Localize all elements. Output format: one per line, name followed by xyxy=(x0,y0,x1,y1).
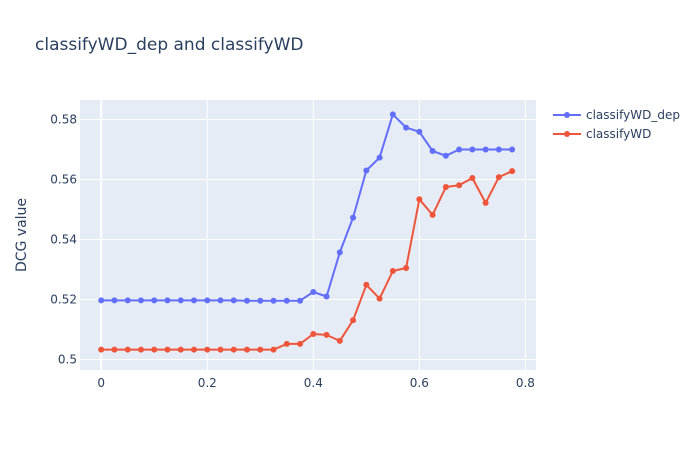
data-point xyxy=(124,297,131,304)
data-point xyxy=(442,184,449,190)
data-point xyxy=(323,331,330,338)
data-point xyxy=(217,297,224,304)
data-point xyxy=(376,154,383,161)
data-point xyxy=(336,249,343,256)
data-point xyxy=(350,214,357,221)
data-point xyxy=(151,346,158,353)
x-axis-ticks: 0 0.2 0.4 0.6 0.8 xyxy=(97,376,535,390)
data-point xyxy=(137,297,144,304)
data-point xyxy=(111,346,118,353)
x-tick-label: 0.8 xyxy=(516,376,535,390)
data-point xyxy=(283,297,290,304)
data-point xyxy=(442,152,449,159)
data-point xyxy=(257,346,264,353)
data-point xyxy=(416,128,423,135)
data-point xyxy=(389,111,396,118)
y-tick-label: 0.54 xyxy=(50,233,77,247)
data-point xyxy=(230,346,237,353)
data-point xyxy=(151,297,158,304)
data-point xyxy=(363,167,370,174)
data-point xyxy=(350,317,357,324)
y-tick-label: 0.58 xyxy=(50,113,77,127)
data-point xyxy=(244,346,251,353)
data-point xyxy=(495,174,502,181)
y-axis-ticks: 0.5 0.52 0.54 0.56 0.58 xyxy=(50,113,77,367)
data-point xyxy=(283,340,290,347)
data-point xyxy=(363,281,370,288)
data-point xyxy=(98,297,105,304)
legend-label: classifyWD xyxy=(586,127,651,141)
legend-item[interactable]: classifyWD_dep xyxy=(553,108,680,122)
data-point xyxy=(389,268,396,274)
x-tick-label: 0.6 xyxy=(410,376,429,390)
y-tick-label: 0.52 xyxy=(50,293,77,307)
data-point xyxy=(191,297,197,304)
data-point xyxy=(204,297,211,304)
data-point xyxy=(416,196,423,203)
data-point xyxy=(164,297,171,304)
chart-title: classifyWD_dep and classifyWD xyxy=(35,35,303,55)
y-axis-title: DCG value xyxy=(14,198,30,272)
data-point xyxy=(204,346,211,353)
x-tick-label: 0 xyxy=(97,376,105,390)
data-point xyxy=(177,346,184,353)
data-point xyxy=(124,346,131,353)
data-point xyxy=(297,340,304,347)
data-point xyxy=(111,297,118,304)
data-point xyxy=(456,146,463,153)
data-point xyxy=(270,346,277,353)
legend-label: classifyWD_dep xyxy=(586,108,680,122)
plot-area xyxy=(80,100,536,370)
data-point xyxy=(495,146,502,153)
x-tick-label: 0.2 xyxy=(198,376,217,390)
data-point xyxy=(323,293,330,300)
data-point xyxy=(456,182,463,189)
data-point xyxy=(164,346,171,353)
data-point xyxy=(177,297,184,304)
data-point xyxy=(403,124,410,131)
legend[interactable]: classifyWD_dep classifyWD xyxy=(553,108,680,141)
data-point xyxy=(509,168,516,175)
data-point xyxy=(98,346,105,353)
data-point xyxy=(217,346,224,353)
data-point xyxy=(297,297,304,304)
legend-item[interactable]: classifyWD xyxy=(553,127,651,141)
data-point xyxy=(137,346,144,353)
data-point xyxy=(469,175,476,181)
data-point xyxy=(336,337,343,344)
data-point xyxy=(429,148,436,154)
data-point xyxy=(257,297,264,304)
series-1 xyxy=(98,111,516,304)
data-point xyxy=(230,297,237,304)
data-point xyxy=(403,265,410,271)
data-point xyxy=(469,146,476,153)
data-point xyxy=(482,199,489,206)
data-point xyxy=(310,289,317,295)
y-tick-label: 0.56 xyxy=(50,173,77,187)
data-point xyxy=(310,331,317,337)
data-point xyxy=(191,346,197,353)
grid-lines xyxy=(80,100,536,370)
y-tick-label: 0.5 xyxy=(58,353,77,367)
data-point xyxy=(482,146,489,153)
data-point xyxy=(270,297,277,304)
data-point xyxy=(376,295,383,302)
legend-marker xyxy=(564,131,570,137)
series-layer xyxy=(98,111,516,353)
x-tick-label: 0.4 xyxy=(304,376,323,390)
data-point xyxy=(244,297,251,304)
data-point xyxy=(429,211,436,218)
legend-marker xyxy=(564,112,570,118)
series-2 xyxy=(98,168,516,353)
data-point xyxy=(509,146,516,153)
